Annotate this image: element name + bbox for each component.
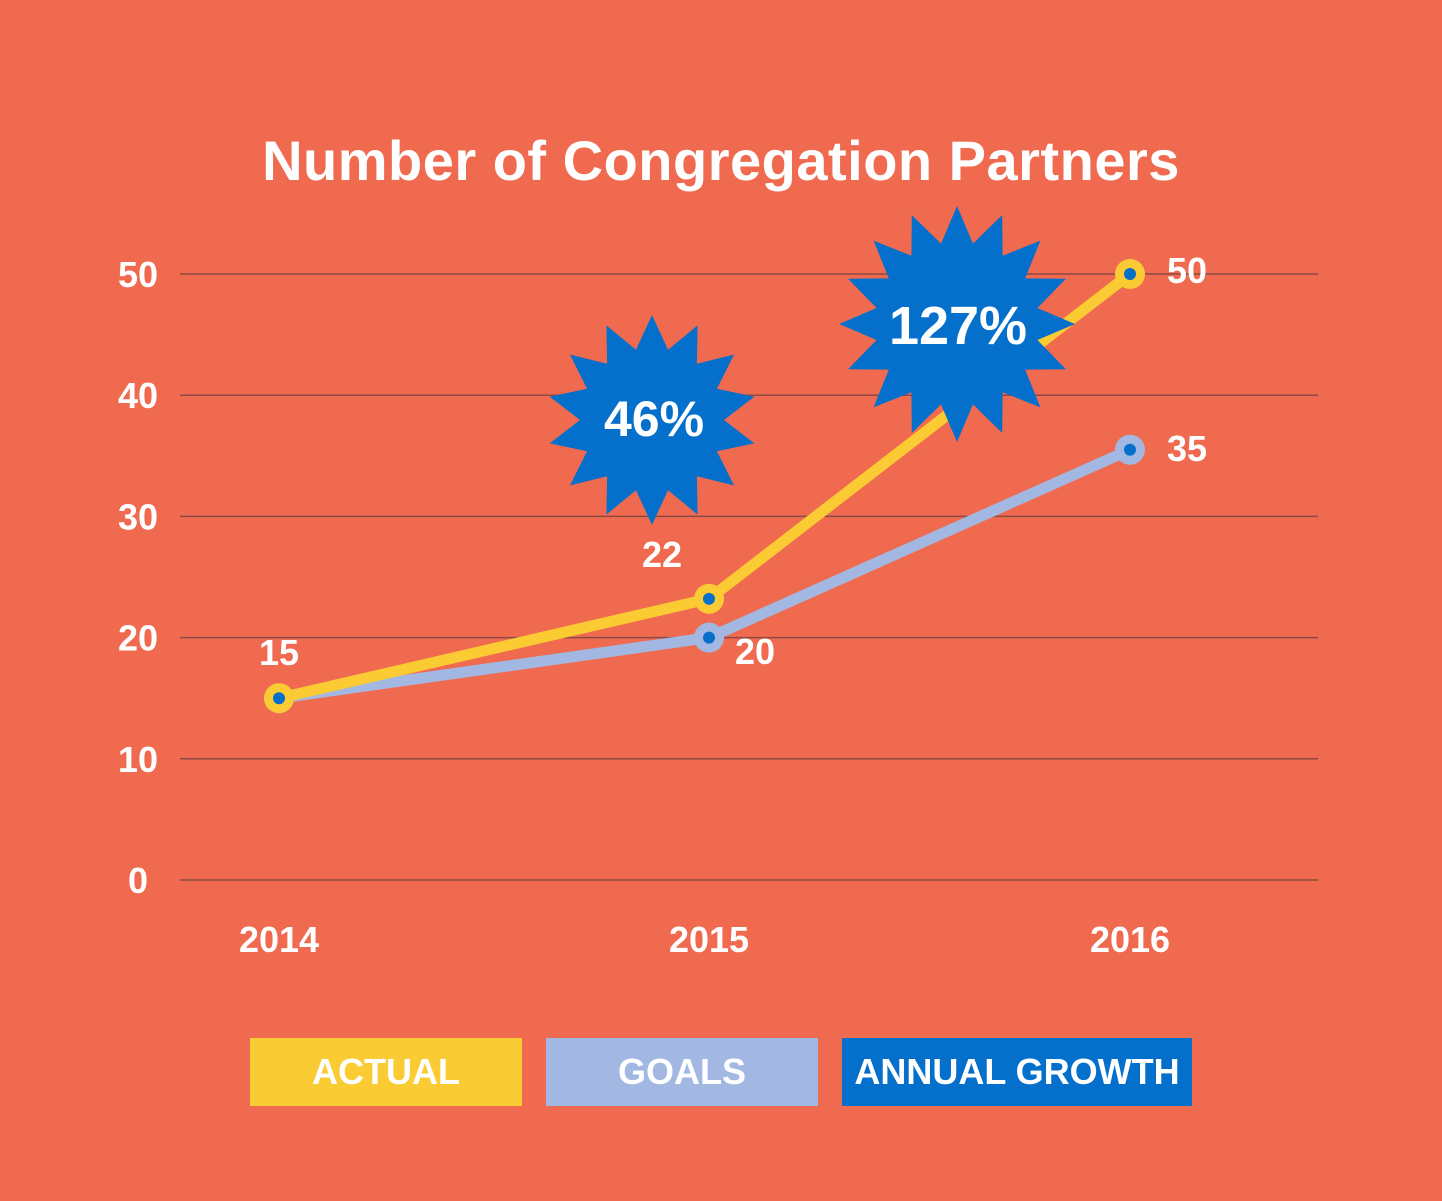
growth-label-2015: 46% (604, 391, 704, 447)
y-tick-label-40: 40 (118, 375, 158, 416)
x-tick-label-2014: 2014 (239, 919, 319, 960)
data-label-goals-2015: 20 (735, 631, 775, 672)
data-label-actual-2014: 15 (259, 632, 299, 673)
legend-label-annual-growth: ANNUAL GROWTH (854, 1051, 1180, 1092)
legend-item-annual-growth: ANNUAL GROWTH (842, 1038, 1192, 1106)
growth-label-2016: 127% (889, 296, 1027, 356)
x-tick-label-2016: 2016 (1090, 919, 1170, 960)
marker-dot-actual-2016 (1124, 268, 1136, 280)
growth-burst-2016 (839, 206, 1075, 442)
y-tick-label-50: 50 (118, 254, 158, 295)
data-label-goals-2016: 35 (1167, 428, 1207, 469)
growth-burst-2015 (549, 315, 755, 525)
series-line-goals (273, 444, 1136, 704)
marker-dot-goals-2016 (1124, 443, 1136, 456)
marker-dot-goals-2015 (703, 631, 715, 644)
y-tick-label-30: 30 (118, 496, 158, 537)
data-label-actual-2015: 22 (642, 534, 682, 575)
legend-label-goals: GOALS (617, 1051, 746, 1092)
legend-label-actual: ACTUAL (312, 1051, 460, 1092)
y-tick-label-10: 10 (118, 739, 158, 780)
legend-item-actual: ACTUAL (250, 1038, 522, 1106)
y-tick-label-20: 20 (118, 618, 158, 659)
chart-title: Number of Congregation Partners (262, 129, 1180, 192)
data-label-actual-2016: 50 (1167, 250, 1207, 291)
y-tick-label-0: 0 (128, 860, 148, 901)
marker-dot-actual-2014 (273, 692, 285, 705)
marker-dot-actual-2015 (703, 592, 715, 605)
x-tick-label-2015: 2015 (669, 919, 749, 960)
legend: ACTUAL GOALS ANNUAL GROWTH (250, 1038, 1192, 1106)
legend-item-goals: GOALS (546, 1038, 818, 1106)
